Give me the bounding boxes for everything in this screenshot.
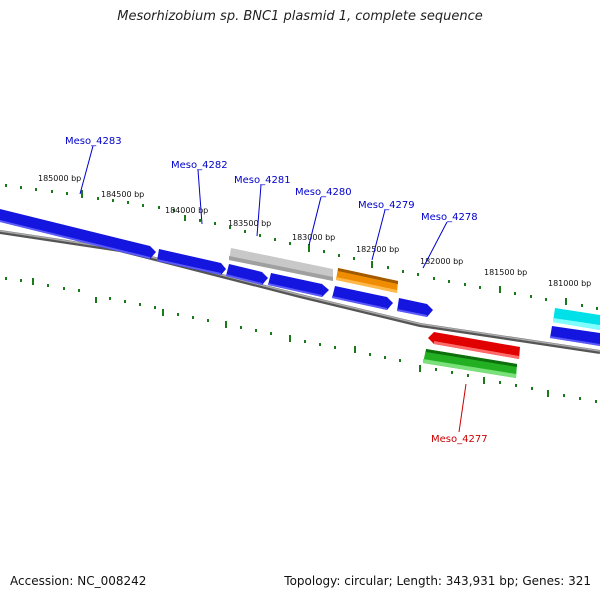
gene-feature-cyan-shade xyxy=(553,318,600,330)
gene-label-meso-4282[interactable]: Meso_4282 xyxy=(171,160,228,171)
accession-text: Accession: NC_008242 xyxy=(10,574,147,588)
upper-scale-ticks xyxy=(5,184,598,310)
gene-feature-meso-4279-shade xyxy=(332,296,387,310)
scale-label: 182500 bp xyxy=(356,245,399,254)
backbone-line xyxy=(0,230,600,354)
leader-line xyxy=(79,145,94,195)
reverse-features xyxy=(423,332,520,378)
gene-feature-meso-4277-top xyxy=(426,349,517,367)
gene-feature-meso-4279-orange[interactable] xyxy=(336,268,398,293)
leader-line xyxy=(308,196,322,246)
backbone-highlight xyxy=(0,230,600,352)
forward-features xyxy=(0,209,600,346)
scale-label: 181000 bp xyxy=(548,279,591,288)
scale-label: 184500 bp xyxy=(101,190,144,199)
topology-summary: Topology: circular; Length: 343,931 bp; … xyxy=(284,574,591,588)
gene-feature-meso-4279-orange-top xyxy=(338,268,398,284)
gene-feature-meso-4280-shade xyxy=(268,283,322,297)
gene-leader-lines xyxy=(79,145,467,433)
gene-feature-meso-4279-orange-shade xyxy=(336,277,397,293)
gene-feature-meso-4282-shade xyxy=(157,259,221,275)
gene-label-meso-4279[interactable]: Meso_4279 xyxy=(358,200,415,211)
scale-label: 183000 bp xyxy=(292,233,335,242)
scale-label: 184000 bp xyxy=(165,206,208,215)
leader-line xyxy=(422,221,448,269)
lower-scale-ticks xyxy=(5,277,597,403)
gene-label-meso-4281[interactable]: Meso_4281 xyxy=(234,175,291,186)
leader-line xyxy=(256,184,262,237)
gene-label-meso-4277[interactable]: Meso_4277 xyxy=(431,434,488,445)
map-title: Mesorhizobium sp. BNC1 plasmid 1, comple… xyxy=(117,9,483,24)
gene-feature-meso-4283-shade xyxy=(0,220,150,259)
leader-line xyxy=(371,209,386,261)
gene-feature-blue-right[interactable] xyxy=(550,326,600,346)
gene-feature-meso-4277-red-shade xyxy=(434,341,519,359)
gene-feature-meso-4283[interactable] xyxy=(0,209,156,259)
gene-feature-meso-4278-shade xyxy=(397,309,427,317)
gene-label-meso-4280[interactable]: Meso_4280 xyxy=(295,187,352,198)
gene-feature-meso-4277-shade xyxy=(423,359,516,378)
leader-line xyxy=(197,169,203,225)
scale-label: 182000 bp xyxy=(420,257,463,266)
gene-feature-blue-right-shade xyxy=(550,336,600,346)
gene-feature-meso-4281-gray-shade xyxy=(229,256,333,281)
gene-feature-meso-4281[interactable] xyxy=(226,264,268,285)
gene-feature-meso-4280[interactable] xyxy=(268,273,329,297)
scale-label: 183500 bp xyxy=(228,219,271,228)
gene-feature-meso-4281-shade xyxy=(226,274,262,285)
gene-feature-meso-4282[interactable] xyxy=(157,249,226,275)
scale-label: 185000 bp xyxy=(38,174,81,183)
gene-labels: Meso_4283 Meso_4282 Meso_4281 Meso_4280 … xyxy=(65,136,488,445)
gene-label-meso-4278[interactable]: Meso_4278 xyxy=(421,212,478,223)
leader-line xyxy=(458,383,467,433)
scale-label: 181500 bp xyxy=(484,268,527,277)
gene-feature-meso-4279[interactable] xyxy=(332,286,393,310)
gene-label-meso-4283[interactable]: Meso_4283 xyxy=(65,136,122,147)
scale-labels: 185000 bp 184500 bp 184000 bp 183500 bp … xyxy=(38,174,591,288)
